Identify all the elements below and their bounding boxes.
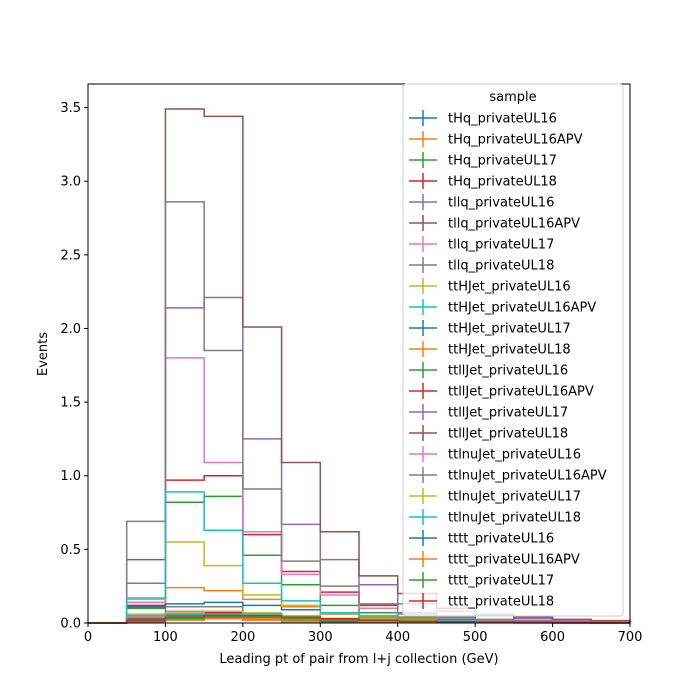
legend-label-15: ttllJet_privateUL18 [448,427,568,442]
legend-label-19: ttlnuJet_privateUL18 [448,511,581,526]
legend-label-12: ttllJet_privateUL16 [448,364,568,379]
legend-label-11: ttHJet_privateUL18 [448,343,571,358]
legend: sample tHq_privateUL16 tHq_privateUL16APV… [402,83,624,617]
plot-frame [87,83,631,624]
series-line-15 [88,108,631,624]
legend-entry-1: tHq_privateUL16APV [409,131,583,148]
legend-label-6: tllq_privateUL17 [448,238,554,253]
series-line-17 [88,201,631,624]
legend-label-7: tllq_privateUL18 [448,259,554,274]
legend-label-10: ttHJet_privateUL17 [448,322,571,337]
legend-entry-5: tllq_privateUL16APV [409,215,580,232]
legend-entry-10: ttHJet_privateUL17 [409,320,571,337]
legend-entry-18: ttlnuJet_privateUL17 [409,488,581,505]
legend-entry-23: tttt_privateUL18 [409,593,554,610]
legend-entry-4: tllq_privateUL16 [409,194,554,211]
y-tick-label-7: 3.5 [60,101,81,116]
legend-entry-19: ttlnuJet_privateUL18 [409,509,581,526]
legend-label-20: tttt_privateUL16 [448,532,554,547]
legend-title: sample [489,90,536,105]
legend-entry-14: ttllJet_privateUL17 [409,404,568,421]
x-tick-label-1: 100 [153,630,178,645]
legend-entry-2: tHq_privateUL17 [409,152,557,169]
legend-label-8: ttHJet_privateUL16 [448,280,571,295]
legend-label-18: ttlnuJet_privateUL17 [448,490,581,505]
legend-entry-13: ttllJet_privateUL16APV [409,383,594,400]
legend-entry-20: tttt_privateUL16 [409,530,554,547]
legend-label-4: tllq_privateUL16 [448,196,554,211]
legend-label-1: tHq_privateUL16APV [448,133,583,148]
legend-label-22: tttt_privateUL17 [448,574,554,589]
legend-entry-11: ttHJet_privateUL18 [409,341,571,358]
legend-entry-21: tttt_privateUL16APV [409,551,580,568]
y-tick-label-1: 0.5 [60,543,81,558]
legend-entry-0: tHq_privateUL16 [409,110,557,127]
x-tick-label-6: 600 [540,630,565,645]
legend-label-17: ttlnuJet_privateUL16APV [448,469,607,484]
legend-entry-7: tllq_privateUL18 [409,257,554,274]
x-tick-label-7: 700 [618,630,643,645]
legend-label-13: ttllJet_privateUL16APV [448,385,594,400]
y-tick-label-0: 0.0 [60,617,81,632]
x-tick-label-4: 400 [385,630,410,645]
legend-entry-6: tllq_privateUL17 [409,236,554,253]
legend-entry-9: ttHJet_privateUL16APV [409,299,596,316]
y-tick-label-6: 3.0 [60,175,81,190]
y-tick-label-2: 1.0 [60,469,81,484]
legend-label-14: ttllJet_privateUL17 [448,406,568,421]
legend-label-16: ttlnuJet_privateUL16 [448,448,581,463]
legend-label-2: tHq_privateUL17 [448,154,557,169]
x-tick-label-3: 300 [308,630,333,645]
y-tick-label-3: 1.5 [60,396,81,411]
legend-entry-22: tttt_privateUL17 [409,572,554,589]
x-tick-label-5: 500 [463,630,488,645]
legend-entry-3: tHq_privateUL18 [409,173,557,190]
legend-entry-8: ttHJet_privateUL16 [409,278,571,295]
legend-label-3: tHq_privateUL18 [448,175,557,190]
y-axis-label: Events [36,332,51,376]
x-axis: 0 100 200 300 400 500 600 700 [84,623,643,645]
y-tick-label-5: 2.5 [60,248,81,263]
legend-entry-15: ttllJet_privateUL18 [409,425,568,442]
legend-box [402,83,624,617]
legend-entry-12: ttllJet_privateUL16 [409,362,568,379]
legend-entry-16: ttlnuJet_privateUL16 [409,446,581,463]
series-line-23 [88,614,631,624]
legend-label-5: tllq_privateUL16APV [448,217,580,232]
x-tick-label-2: 200 [230,630,255,645]
x-axis-label: Leading pt of pair from l+j collection (… [219,652,498,667]
legend-label-9: ttHJet_privateUL16APV [448,301,596,316]
legend-entries: tHq_privateUL16 tHq_privateUL16APV tHq_pri… [409,110,607,610]
legend-label-21: tttt_privateUL16APV [448,553,580,568]
x-tick-label-0: 0 [84,630,92,645]
y-tick-label-4: 2.0 [60,322,81,337]
legend-label-0: tHq_privateUL16 [448,112,557,127]
legend-label-23: tttt_privateUL18 [448,595,554,610]
legend-entry-17: ttlnuJet_privateUL16APV [409,467,607,484]
y-axis: 0.0 0.5 1.0 1.5 2.0 2.5 3.0 3.5 [60,101,88,632]
